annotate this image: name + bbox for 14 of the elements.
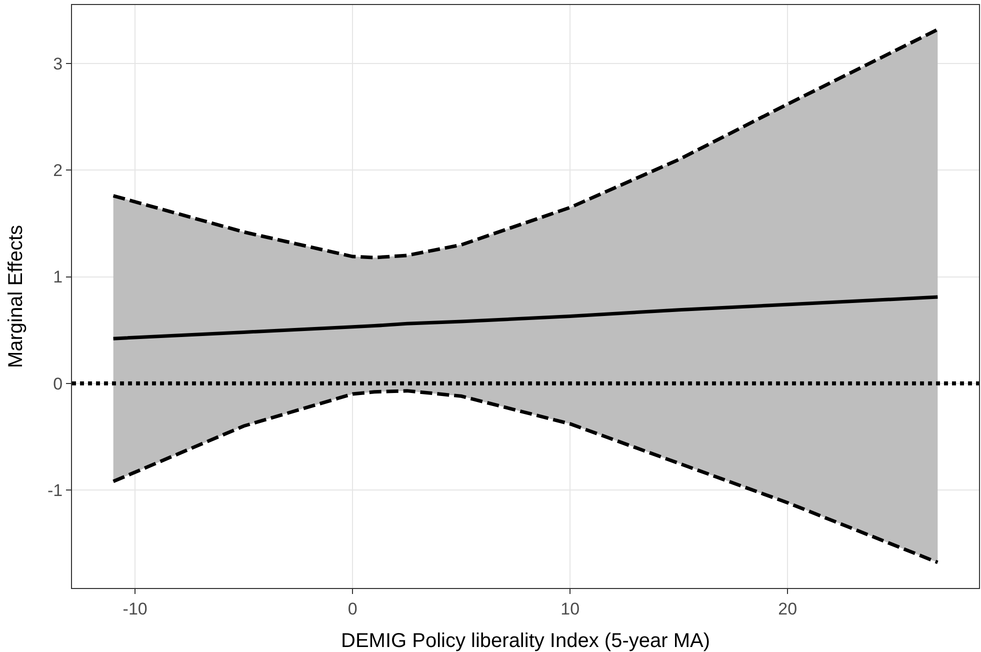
y-axis-title: Marginal Effects — [5, 224, 27, 368]
y-tick-label: 1 — [53, 268, 63, 287]
line-series — [112, 295, 940, 340]
x-tick-label: 20 — [778, 599, 798, 618]
x-tick-label: -10 — [122, 599, 148, 618]
x-tick-label: 0 — [348, 599, 358, 618]
y-tick-label: 0 — [53, 374, 63, 394]
line-series — [112, 28, 940, 260]
y-tick-label: 2 — [53, 161, 63, 180]
x-axis-title: DEMIG Policy liberality Index (5-year MA) — [341, 630, 710, 652]
x-tick-label: 10 — [560, 599, 580, 618]
line-series — [112, 389, 940, 564]
y-tick-label: 3 — [53, 54, 63, 74]
y-tick-label: -1 — [47, 480, 63, 500]
